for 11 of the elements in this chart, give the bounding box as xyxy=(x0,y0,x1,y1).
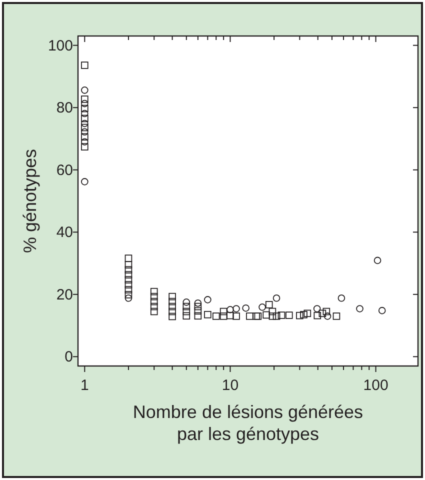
x-axis-title: Nombre de lésions générées par les génotypes xyxy=(132,402,364,444)
x-tick-label: 10 xyxy=(222,377,239,394)
y-tick-label: 40 xyxy=(56,224,73,242)
y-tick-label: 20 xyxy=(56,286,73,304)
y-tick-label: 0 xyxy=(64,348,73,366)
y-tick-label: 100 xyxy=(48,37,73,54)
y-axis-title: % génotypes xyxy=(20,148,40,254)
y-tick-label: 60 xyxy=(56,162,73,179)
x-tick-label: 100 xyxy=(363,377,388,394)
y-tick-label: 80 xyxy=(56,100,73,117)
x-tick-label: 1 xyxy=(80,377,89,394)
